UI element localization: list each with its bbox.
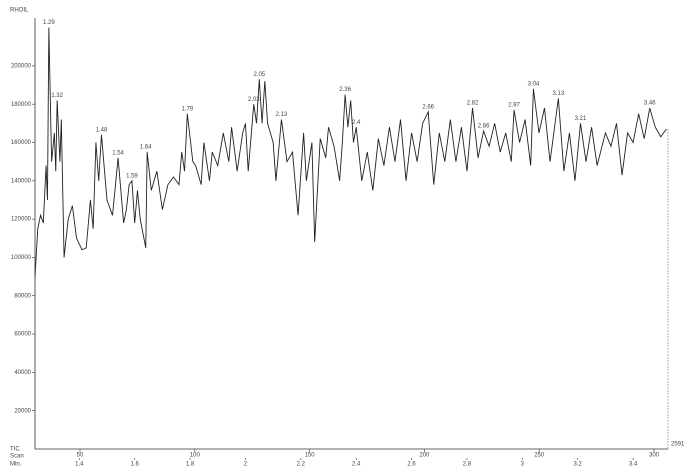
x-tick-label: 2.4 [352,462,361,468]
peak-label: 3.46 [644,101,656,107]
peak-label: 3.21 [575,116,587,122]
x-tick-label: 2.2 [297,462,306,468]
x2-axis-label: Scan [10,454,24,460]
x-tick-label: 3.2 [574,462,583,468]
x-axis-label: Min. [10,462,22,468]
peak-label: 2.4 [352,120,361,126]
y-tick-label: 20000 [14,408,31,414]
peak-label: 2.13 [276,112,288,118]
peak-label: 3.04 [528,81,540,87]
chart-title: RHOIL [10,8,29,14]
x2-tick-label: 100 [190,453,201,459]
x-tick-label: 2.6 [407,462,416,468]
y-tick-label: 120000 [11,217,32,223]
x-tick-label: 3.4 [629,462,638,468]
x-tick-label: 1.6 [131,462,140,468]
x-tick-label: 1.8 [186,462,195,468]
x2-tick-label: 300 [649,453,660,459]
peak-label: 1.54 [112,150,124,156]
peak-label: 1.29 [43,20,55,26]
peak-label: 3.13 [553,91,565,97]
end-label: 2591 [671,442,685,448]
y-tick-label: 100000 [11,255,32,261]
peak-label: 2.97 [508,103,520,109]
signal-line [34,27,667,277]
x2-tick-label: 200 [419,453,430,459]
y-tick-label: 40000 [14,370,31,376]
peak-label: 1.48 [96,127,108,133]
y-tick-label: 200000 [11,63,32,69]
x-tick-label: 2.8 [463,462,472,468]
x-tick-label: 2 [244,462,248,468]
y-tick-label: 180000 [11,102,32,108]
peak-label: 2.86 [478,124,490,130]
y-axis-label: TIC [10,447,20,453]
peak-label: 1.79 [181,106,193,112]
peak-label: 1.64 [140,145,152,151]
x2-tick-label: 150 [305,453,316,459]
peak-label: 2.03 [248,97,260,103]
peak-label: 2.82 [467,101,479,107]
y-tick-label: 160000 [11,140,32,146]
y-tick-label: 60000 [14,332,31,338]
x-tick-label: 3 [521,462,525,468]
x2-tick-label: 50 [77,453,84,459]
x2-tick-label: 250 [534,453,545,459]
y-tick-label: 80000 [14,293,31,299]
peak-label: 2.66 [422,104,434,110]
x-tick-label: 1.4 [75,462,84,468]
peak-label: 1.32 [51,93,63,99]
peak-label: 2.36 [339,87,351,93]
y-tick-label: 140000 [11,178,32,184]
peak-label: 2.05 [253,72,265,78]
peak-label: 1.59 [126,173,138,179]
